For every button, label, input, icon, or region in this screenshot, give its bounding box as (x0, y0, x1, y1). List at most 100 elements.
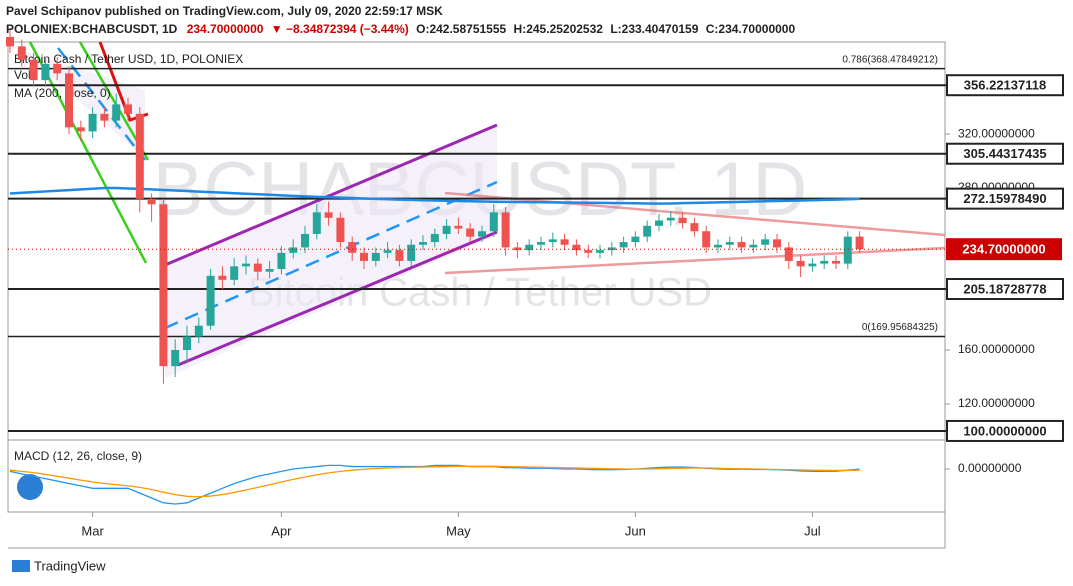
candle-body (159, 204, 168, 367)
x-tick-label: Mar (81, 523, 104, 538)
candle-body (690, 223, 699, 232)
candle-body (371, 252, 380, 261)
candle-body (749, 244, 758, 248)
macd-line (9, 465, 860, 498)
candle-body (820, 260, 829, 264)
channel-top (164, 123, 498, 267)
fib-label: 0(169.95684325) (862, 322, 938, 333)
legend-volume: Vol (14, 68, 31, 82)
wedge-fill (20, 50, 145, 158)
channel-fill (165, 125, 497, 378)
candle-body (171, 349, 180, 367)
candle-body (88, 113, 97, 132)
candle-body (183, 336, 191, 350)
candle-body (395, 250, 404, 261)
triangle-bottom (444, 246, 946, 275)
candle-body (513, 247, 522, 251)
y-tick-label: 320.00000000 (958, 126, 1035, 140)
candle-body (383, 250, 392, 253)
candle-body (230, 266, 239, 280)
candle-body (17, 46, 26, 60)
candle-body (489, 212, 498, 232)
candle-body (537, 242, 545, 245)
candle-body (572, 244, 581, 251)
legend-ma: MA (200, close, 0) (14, 86, 111, 100)
candle-body (53, 63, 62, 74)
change: ▼ −8.34872394 (−3.44%) (271, 22, 409, 36)
candle-body (678, 217, 687, 224)
candle-body (29, 59, 38, 81)
candle-body (808, 263, 817, 267)
candle-body (442, 225, 451, 234)
candle-body (407, 244, 416, 261)
level-label: 100.00000000 (963, 423, 1046, 438)
author-line: Pavel Schipanov published on TradingView… (6, 4, 443, 18)
candle-body (525, 244, 534, 251)
candle-body (360, 252, 368, 261)
channel-bottom (177, 230, 498, 367)
candle-body (478, 231, 486, 237)
ma-line (9, 186, 860, 205)
candle-body (714, 244, 722, 248)
y-tick-label: 120.00000000 (958, 396, 1035, 410)
level-box (946, 142, 1064, 165)
x-tick-label: Jul (804, 523, 821, 538)
open: O:242.58751555 (416, 22, 506, 36)
candle-body (466, 228, 475, 237)
candle-body (560, 239, 569, 245)
footer-brand: TradingView (34, 558, 106, 573)
candle-body (253, 263, 262, 272)
candle-body (6, 36, 14, 47)
candle-body (784, 247, 793, 261)
symbol: POLONIEX:BCHABCUSDT, 1D (6, 22, 178, 36)
candle-body (242, 263, 250, 267)
candle-body (147, 198, 156, 205)
candle-body (737, 242, 746, 248)
legend-name: Bitcoin Cash / Tether USD, 1D, POLONIEX (14, 52, 243, 66)
candle-body (773, 239, 781, 248)
candle-body (501, 212, 510, 248)
x-tick-label: Apr (271, 523, 292, 538)
channel-mid (164, 180, 498, 330)
candle-body (619, 242, 628, 248)
candle-body (100, 113, 109, 121)
candle-body (666, 217, 675, 221)
candle-body (65, 73, 73, 128)
candle-body (41, 63, 50, 81)
header-quote: POLONIEX:BCHABCUSDT, 1D 234.70000000 ▼ −… (6, 22, 795, 36)
macd-line (9, 464, 860, 505)
low: L:233.40470159 (610, 22, 698, 36)
candle-body (855, 236, 864, 250)
last-price-box (946, 238, 1062, 261)
candle-body (655, 220, 663, 226)
candle-body (135, 113, 144, 199)
candle-body (124, 104, 132, 114)
candle-body (832, 260, 840, 264)
candle-body (843, 236, 852, 264)
candle-body (348, 242, 357, 253)
legend-macd: MACD (12, 26, close, 9) (14, 449, 142, 463)
level-label: 272.15978490 (963, 191, 1046, 206)
drawings (8, 41, 1063, 432)
level-box (946, 278, 1064, 301)
close: C:234.70000000 (706, 22, 796, 36)
candle-body (430, 233, 439, 243)
last-price-label: 234.70000000 (962, 242, 1045, 257)
fib-label: 0.786(368.47849212) (842, 54, 938, 65)
x-tick-label: Jun (625, 523, 646, 538)
candle-body (265, 269, 274, 272)
candle-body (643, 225, 652, 237)
footer-logo (12, 560, 30, 572)
wedge-mid (57, 47, 146, 161)
candle-body (324, 212, 333, 218)
candle-body (289, 247, 298, 253)
candle-body (419, 242, 427, 245)
candle-body (631, 236, 640, 243)
tv-badge[interactable] (17, 474, 43, 500)
candle-body (725, 242, 734, 245)
candle-body (336, 217, 345, 243)
candle-body (218, 275, 227, 280)
level-box (946, 419, 1064, 442)
candle-body (607, 247, 616, 251)
candle-body (76, 127, 85, 132)
